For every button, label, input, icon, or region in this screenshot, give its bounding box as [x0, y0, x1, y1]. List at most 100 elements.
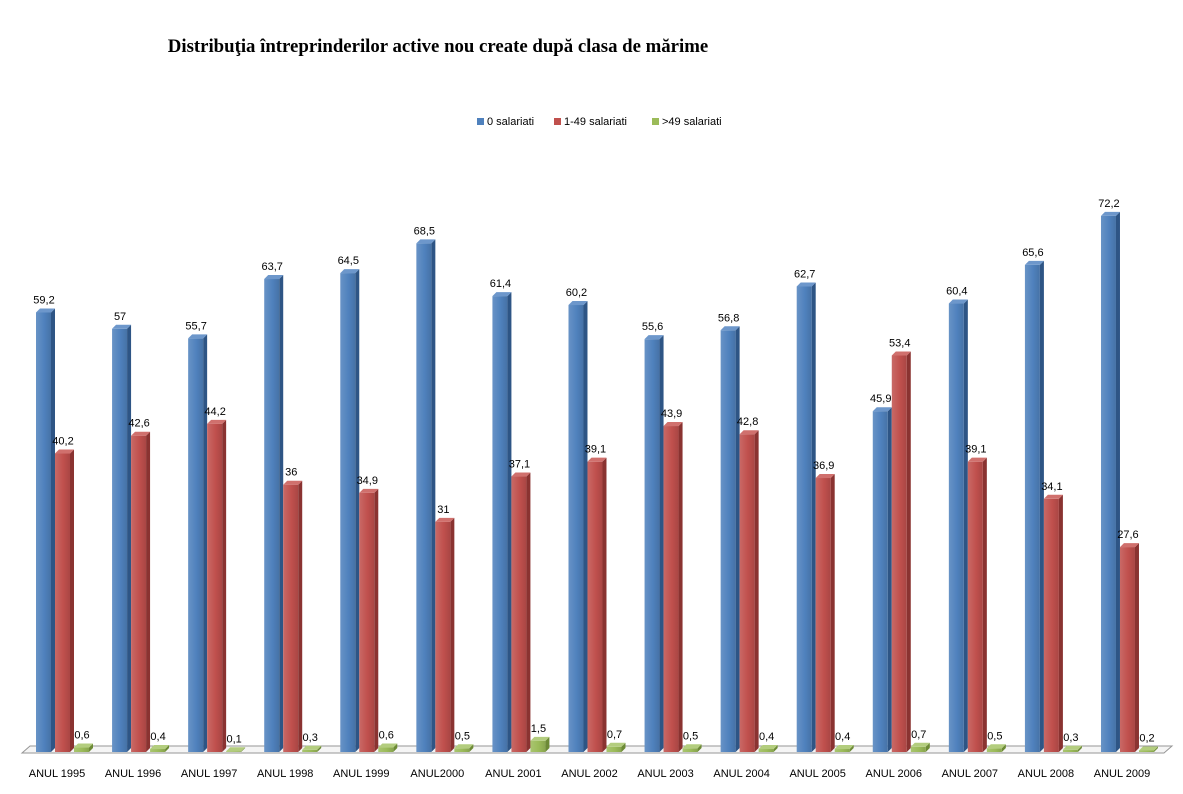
bar-top-face	[1062, 745, 1082, 750]
bar-front-face	[302, 749, 318, 752]
data-label-series-0-anul-1995: 59,2	[33, 294, 54, 306]
bar-group-anul-1999	[340, 269, 398, 752]
bar-series-2-anul-2008	[1062, 745, 1082, 752]
bar-side-face	[1134, 543, 1139, 752]
bar-front-face	[1100, 215, 1116, 753]
bar-series-1-anul-2009	[1119, 543, 1139, 752]
bar-series-1-anul-2007	[967, 457, 987, 752]
bar-series-0-anul-2004	[720, 326, 740, 752]
chart-title: Distribuţia întreprinderilor active nou …	[168, 36, 708, 57]
bar-top-face	[530, 736, 550, 741]
bar-front-face	[131, 435, 147, 752]
data-label-series-2-anul-2006: 0,7	[911, 729, 926, 741]
bar-side-face	[450, 517, 455, 752]
data-label-series-1-anul-1997: 44,2	[204, 406, 225, 418]
bar-top-face	[739, 430, 759, 435]
data-label-series-0-anul-2005: 62,7	[794, 268, 815, 280]
bar-front-face	[36, 312, 51, 752]
bar-series-0-anul-2006	[872, 407, 892, 752]
bar-top-face	[416, 239, 436, 244]
bar-top-face	[644, 335, 664, 340]
data-labels-layer: 59,2 40,2 0,6 57 42,6 0,4 55,7 44,2 0,1 63,7 36 0,3…	[33, 198, 1154, 745]
bar-top-face	[359, 488, 379, 493]
bar-front-face	[663, 426, 679, 752]
bar-series-1-anul-1997	[207, 419, 227, 752]
bar-group-anul-1998	[264, 275, 322, 752]
bar-side-face	[602, 457, 607, 752]
bar-side-face	[507, 292, 512, 752]
data-label-series-1-anul-1996: 42,6	[128, 418, 149, 430]
bar-group-anul-2002	[568, 301, 626, 752]
bar-front-face	[207, 423, 223, 752]
legend-swatch	[477, 118, 484, 125]
bar-series-0-anul-2008	[1024, 260, 1044, 752]
data-label-series-0-anul-2006: 45,9	[870, 393, 891, 405]
bar-series-1-anul-2001	[511, 472, 531, 752]
bars-layer	[36, 211, 1158, 753]
bar-series-0-anul-2003	[644, 335, 664, 752]
bar-series-2-anul-2003	[682, 744, 702, 752]
bar-side-face	[165, 745, 170, 752]
bar-side-face	[70, 449, 74, 752]
bar-top-face	[606, 742, 626, 747]
bar-top-face	[55, 449, 74, 454]
bar-group-anul-1995	[36, 308, 93, 752]
bar-side-face	[849, 745, 854, 752]
legend-item-series-0: 0 salariati	[477, 116, 534, 128]
data-label-series-0-anul-2009: 72,2	[1098, 198, 1119, 210]
bar-top-face	[663, 422, 683, 427]
bar-side-face	[735, 326, 740, 752]
category-label-anul-2009: ANUL 2009	[1094, 768, 1150, 780]
bar-front-face	[150, 749, 166, 752]
bar-side-face	[773, 745, 778, 752]
bar-top-face	[1100, 211, 1120, 216]
bar-side-face	[697, 744, 702, 752]
category-label-anul-2004: ANUL 2004	[713, 768, 769, 780]
bar-top-face	[1024, 260, 1044, 265]
bar-front-face	[435, 521, 451, 752]
bar-side-face	[678, 422, 683, 752]
bar-series-1-anul-1998	[283, 480, 303, 752]
bar-top-face	[568, 301, 588, 306]
bar-series-1-anul-1999	[359, 488, 379, 752]
bar-front-face	[112, 328, 128, 752]
bar-series-0-anul-2007	[948, 299, 968, 752]
bar-front-face	[378, 747, 394, 752]
legend-label: 1-49 salariati	[564, 116, 627, 128]
bar-series-2-anul-2001	[530, 736, 550, 752]
bar-top-face	[815, 474, 835, 479]
category-label-anul-2001: ANUL 2001	[485, 768, 541, 780]
bar-front-face	[188, 338, 204, 752]
bar-side-face	[1115, 211, 1120, 753]
bar-front-face	[834, 749, 850, 752]
bar-top-face	[834, 745, 854, 750]
category-label-anul-2008: ANUL 2008	[1018, 768, 1074, 780]
bar-front-face	[530, 740, 546, 752]
data-label-series-2-anul-2005: 0,4	[835, 731, 850, 743]
bar-front-face	[511, 476, 527, 752]
bar-top-face	[872, 407, 892, 412]
bar-series-0-anul-1998	[264, 275, 284, 752]
bar-front-face	[340, 273, 356, 752]
data-label-series-2-anul-2001: 1,5	[531, 723, 546, 735]
bar-side-face	[906, 351, 911, 752]
bar-top-face	[511, 472, 531, 477]
bar-side-face	[241, 747, 246, 752]
bar-front-face	[226, 751, 242, 752]
bar-top-face	[36, 308, 55, 313]
data-label-series-2-anul-1999: 0,6	[379, 730, 394, 742]
category-label-anul-2005: ANUL 2005	[789, 768, 845, 780]
bar-series-2-anul-2009	[1138, 746, 1158, 752]
bar-series-0-anul-2001	[492, 292, 512, 752]
bar-side-face	[1001, 744, 1006, 752]
bar-series-2-anul-1998	[302, 745, 322, 752]
bar-front-face	[1062, 749, 1078, 752]
bar-top-face	[492, 292, 512, 297]
bar-top-face	[1138, 746, 1158, 751]
bar-side-face	[431, 239, 436, 752]
data-label-series-2-anul-2008: 0,3	[1063, 732, 1078, 744]
bar-top-face	[378, 743, 398, 748]
bar-series-0-anul2000	[416, 239, 436, 752]
bar-front-face	[815, 478, 831, 752]
bar-side-face	[754, 430, 759, 752]
